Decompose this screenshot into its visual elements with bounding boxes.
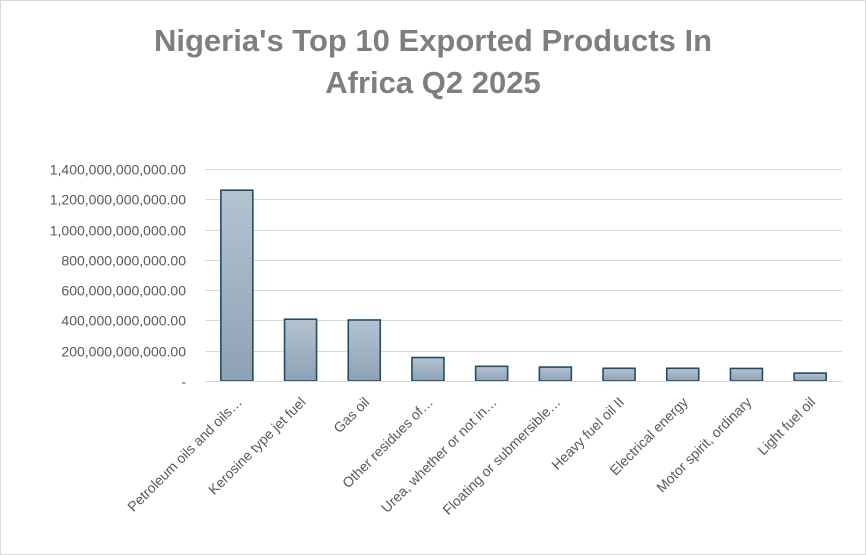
x-tick-label: Urea, whether or not in… (378, 394, 500, 516)
y-tick-label: 1,000,000,000,000.00 (50, 223, 186, 239)
y-tick-label: - (181, 374, 186, 390)
bar (283, 318, 318, 382)
bar (793, 372, 827, 382)
bar (602, 367, 636, 382)
x-tick-label: Petroleum oils and oils… (124, 394, 245, 515)
x-tick-label: Gas oil (330, 394, 372, 436)
y-tick-label: 200,000,000,000.00 (61, 344, 186, 360)
bar (474, 365, 509, 382)
bar (665, 367, 700, 382)
y-tick-label: 400,000,000,000.00 (61, 313, 186, 329)
x-tick-label: Floating or submersible… (439, 394, 563, 518)
bar (220, 189, 254, 382)
bar (729, 367, 764, 382)
y-tick-label: 600,000,000,000.00 (61, 283, 186, 299)
y-tick-label: 800,000,000,000.00 (61, 253, 186, 269)
chart-title-line-1: Nigeria's Top 10 Exported Products In (153, 23, 712, 58)
x-axis: Petroleum oils and oils…Kerosine type je… (124, 381, 842, 518)
y-axis: - 200,000,000,000.00 400,000,000,000.00 600… (50, 162, 187, 390)
gridlines (205, 169, 842, 352)
chart-title-line-2: Africa Q2 2025 (325, 65, 541, 100)
y-tick-label: 1,400,000,000,000.00 (50, 162, 186, 178)
y-tick-label: 1,200,000,000,000.00 (50, 192, 186, 208)
bar (411, 356, 445, 382)
bars (220, 189, 827, 382)
chart-title: Nigeria's Top 10 Exported Products In Af… (83, 20, 783, 104)
bar (538, 366, 573, 382)
x-tick-label: Light fuel oil (754, 394, 818, 458)
bar (347, 319, 382, 382)
